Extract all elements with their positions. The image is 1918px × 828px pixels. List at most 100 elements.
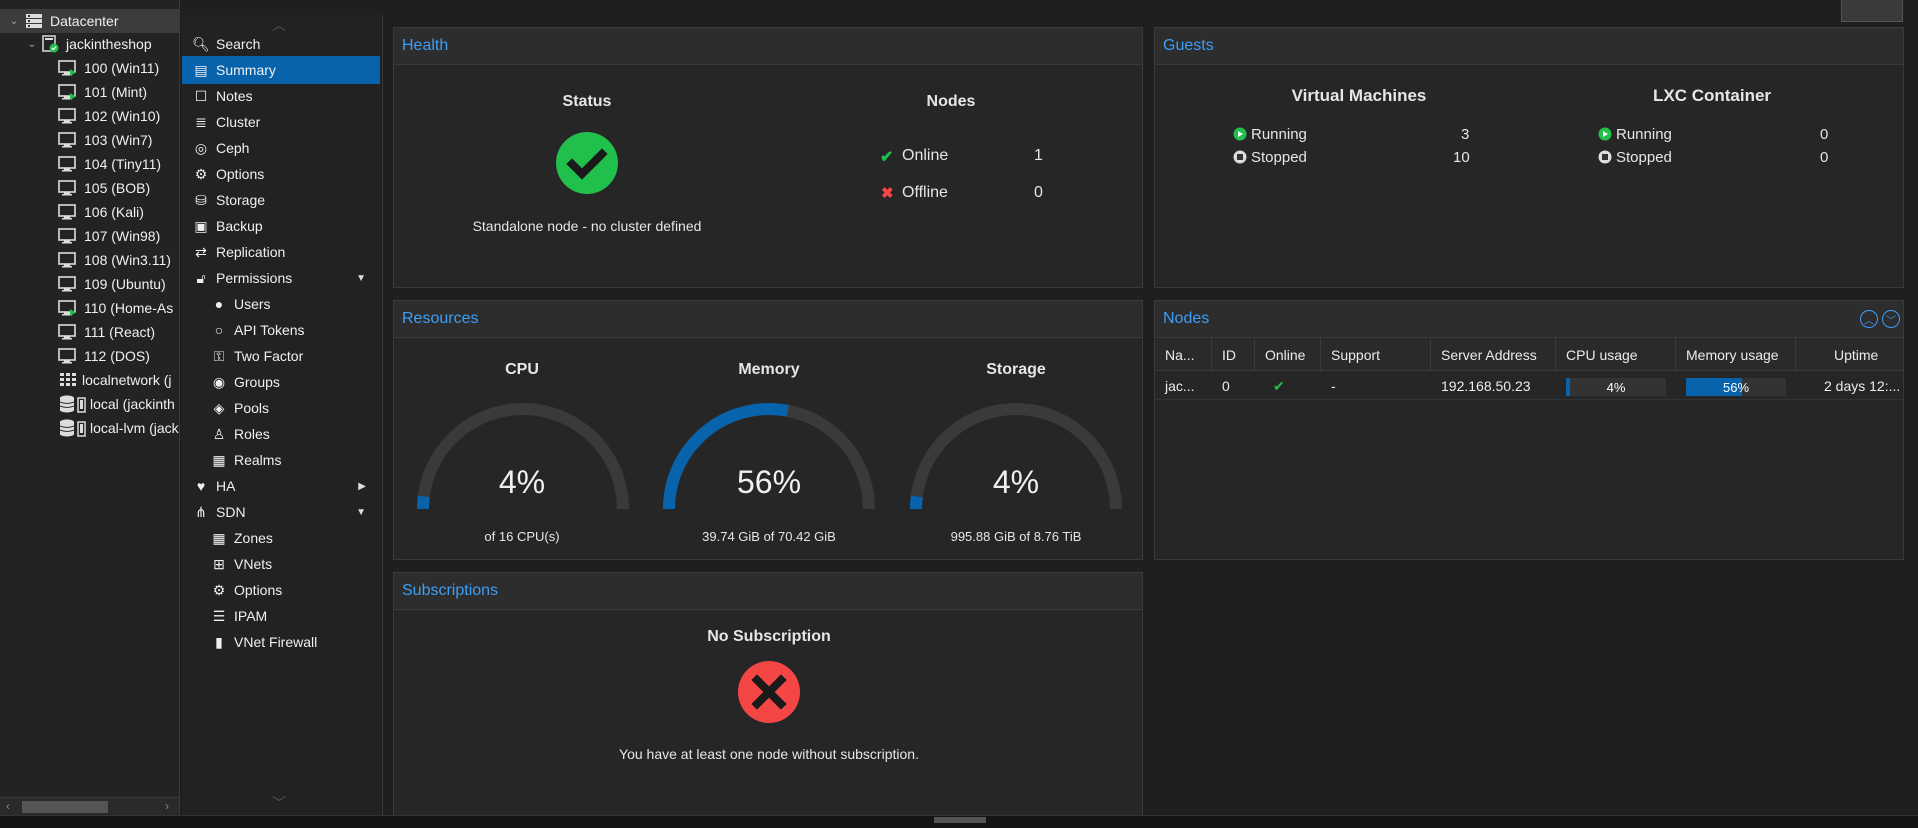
scroll-left-icon[interactable]: ‹ [6, 799, 10, 813]
scroll-right-icon[interactable]: › [165, 799, 169, 813]
nav-item-storage[interactable]: ⛁ Storage [182, 186, 380, 214]
col-online[interactable]: Online [1255, 338, 1321, 371]
subscriptions-panel: Subscriptions No Subscription You have a… [393, 572, 1143, 817]
nav-item-backup[interactable]: ▣ Backup [182, 212, 380, 240]
nav-item-search[interactable]: 🔍︎ Search [182, 30, 380, 58]
tree-item-vm[interactable]: 107 (Win98) [0, 224, 179, 248]
nav-item-sdn[interactable]: ⋔ SDN ▼ [182, 498, 380, 526]
nav-item-label: Ceph [216, 140, 250, 156]
tree-item-vm[interactable]: 109 (Ubuntu) [0, 272, 179, 296]
col-cpu-usage[interactable]: CPU usage [1556, 338, 1676, 371]
horizontal-scrollbar[interactable]: ‹ › [0, 797, 179, 815]
scroll-up-icon[interactable]: ︿ [272, 17, 286, 33]
splitter-handle[interactable] [934, 817, 986, 823]
caret-down-icon[interactable]: ▼ [356, 506, 366, 518]
vm-running-icon [58, 83, 78, 101]
tree-item-vm[interactable]: 112 (DOS) [0, 344, 179, 368]
nav-item-permissions[interactable]: 🔓︎ Permissions ▼ [182, 264, 380, 292]
expand-down-icon[interactable]: ﹀ [1882, 310, 1900, 328]
collapse-icon[interactable]: ⌄ [9, 15, 19, 27]
collapse-icon[interactable]: ⌄ [27, 38, 37, 50]
nav-item-ceph[interactable]: ◎ Ceph [182, 134, 380, 162]
tree-item-vm[interactable]: 106 (Kali) [0, 200, 179, 224]
status-text: Standalone node - no cluster defined [472, 218, 702, 234]
check-icon: ✔ [1273, 377, 1285, 394]
tree-item-vm[interactable]: 105 (BOB) [0, 176, 179, 200]
retweet-icon: ⇄ [195, 243, 207, 260]
lxc-heading: LXC Container [1652, 86, 1772, 105]
vm-icon [58, 347, 78, 365]
search-icon: 🔍︎ [192, 35, 210, 52]
gauge-value: 4% [992, 464, 1040, 500]
nav-item-two-factor[interactable]: ⚿ Two Factor [182, 342, 380, 370]
tree-item-storage-lvm[interactable]: local-lvm (jack [0, 416, 179, 440]
tree-item-label: 108 (Win3.11) [84, 252, 171, 268]
nav-item-cluster[interactable]: ≣ Cluster [182, 108, 380, 136]
nav-item-api-tokens[interactable]: ○ API Tokens [182, 316, 380, 344]
nav-item-pools[interactable]: ◈ Pools [182, 394, 380, 422]
tree-item-vm[interactable]: 110 (Home-As [0, 296, 179, 320]
main-content: Health Status Standalone node - no clust… [382, 0, 1918, 817]
tree-item-vm[interactable]: 111 (React) [0, 320, 179, 344]
tree-item-storage-local[interactable]: local (jackinth [0, 392, 179, 416]
resource-tree[interactable]: ⌄ Datacenter ⌄ jackintheshop 100 (Win11)… [0, 0, 180, 815]
tree-item-vm[interactable]: 104 (Tiny11) [0, 152, 179, 176]
nav-item-label: Backup [216, 218, 263, 234]
floppy-icon: ▣ [194, 217, 208, 234]
status-ok-icon [556, 132, 618, 197]
col-memory-usage[interactable]: Memory usage [1676, 338, 1796, 371]
nav-item-options[interactable]: ⚙ Options [182, 160, 380, 188]
nav-item-zones[interactable]: ▦ Zones [182, 524, 380, 552]
nav-item-label: Roles [234, 426, 270, 442]
scrollbar-thumb[interactable] [22, 801, 108, 813]
col-uptime[interactable]: Uptime [1834, 346, 1879, 363]
ceph-icon: ◎ [194, 139, 208, 156]
gauge-fill [910, 495, 923, 510]
table-row[interactable]: jac... 0 ✔ - 192.168.50.23 4% 56% 2 days… [1155, 372, 1903, 400]
tree-item-datacenter[interactable]: ⌄ Datacenter [0, 9, 179, 33]
gauge-detail: 39.74 GiB of 70.42 GiB [702, 529, 836, 544]
nav-item-realms[interactable]: ▦ Realms [182, 446, 380, 474]
help-button[interactable] [1841, 0, 1903, 22]
tree-item-vm[interactable]: 108 (Win3.11) [0, 248, 179, 272]
scroll-down-icon[interactable]: ﹀ [272, 795, 286, 811]
node-nav-menu[interactable]: ︿ 🔍︎ Search ▤ Summary ☐ Notes ≣ Cluster ◎ Ceph ⚙ Op… [182, 15, 380, 815]
nav-item-vnet-firewall[interactable]: ▮ VNet Firewall [182, 628, 380, 656]
vm-icon [58, 227, 78, 245]
tree-item-vm[interactable]: 102 (Win10) [0, 104, 179, 128]
stopped-icon [1598, 150, 1612, 167]
nav-item-notes[interactable]: ☐ Notes [182, 82, 380, 110]
tree-item-vm[interactable]: 101 (Mint) [0, 80, 179, 104]
tree-item-label: 111 (React) [84, 324, 156, 340]
nav-item-roles[interactable]: ♙ Roles [182, 420, 380, 448]
tree-item-vm[interactable]: 100 (Win11) [0, 56, 179, 80]
tree-item-node[interactable]: ⌄ jackintheshop [0, 32, 179, 56]
col-support[interactable]: Support [1321, 338, 1431, 371]
col-id[interactable]: ID [1212, 338, 1255, 371]
cell-id: 0 [1222, 378, 1230, 394]
cpu-usage-bar: 4% [1566, 378, 1666, 396]
gauge-value: 56% [736, 464, 802, 500]
nav-item-ha[interactable]: ♥ HA ▶ [182, 472, 380, 500]
collapse-up-icon[interactable]: ︿ [1860, 310, 1878, 328]
nav-item-users[interactable]: ● Users [182, 290, 380, 318]
nav-item-options[interactable]: ⚙ Options [182, 576, 380, 604]
bottom-splitter[interactable] [0, 815, 1918, 828]
col-server-address[interactable]: Server Address [1431, 338, 1556, 371]
nav-item-label: Summary [216, 62, 276, 78]
panel-title: Resources [394, 301, 1142, 338]
nav-item-label: Zones [234, 530, 273, 546]
nav-item-label: Two Factor [234, 348, 304, 364]
vm-icon [58, 323, 78, 341]
tree-item-network[interactable]: localnetwork (j [0, 368, 179, 392]
nav-item-replication[interactable]: ⇄ Replication [182, 238, 380, 266]
nav-item-vnets[interactable]: ⊞ VNets [182, 550, 380, 578]
nav-item-groups[interactable]: ◉ Groups [182, 368, 380, 396]
col-name[interactable]: Na... [1155, 338, 1212, 371]
nav-item-ipam[interactable]: ☰ IPAM [182, 602, 380, 630]
caret-right-icon[interactable]: ▶ [358, 480, 366, 492]
tree-item-vm[interactable]: 103 (Win7) [0, 128, 179, 152]
nav-item-summary[interactable]: ▤ Summary [182, 56, 380, 84]
nav-item-label: Options [234, 582, 283, 598]
caret-down-icon[interactable]: ▼ [356, 272, 366, 284]
